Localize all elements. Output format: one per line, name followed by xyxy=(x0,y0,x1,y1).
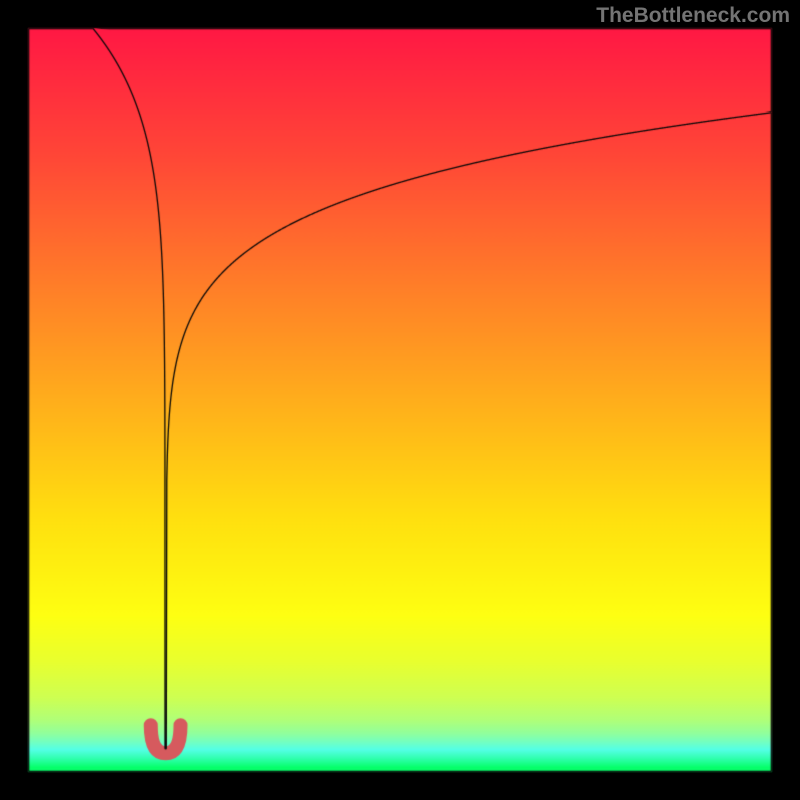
chart-stage: TheBottleneck.com xyxy=(0,0,800,800)
curve-canvas xyxy=(0,0,800,800)
